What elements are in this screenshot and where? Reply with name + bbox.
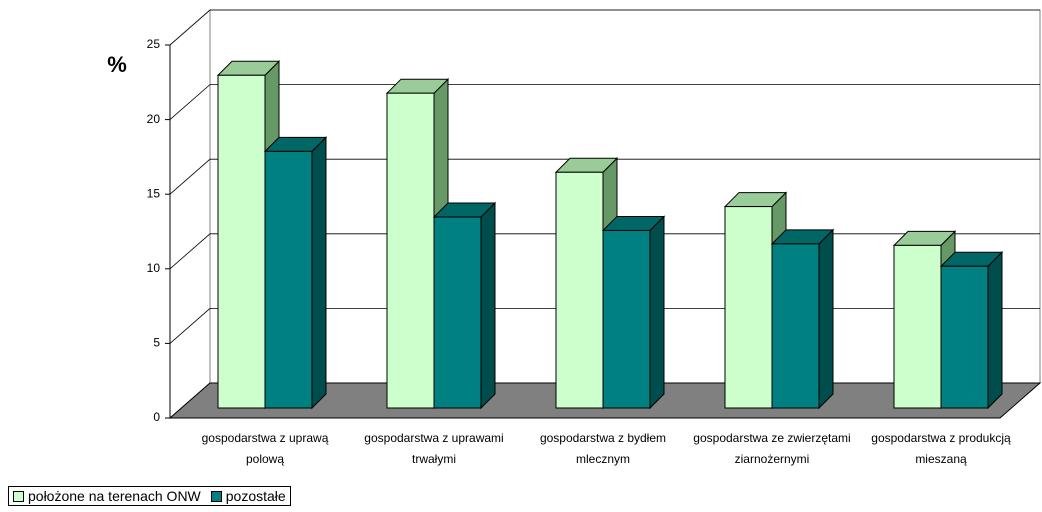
legend-swatch xyxy=(13,490,24,502)
x-tick-label: gospodarstwa ze zwierzętami ziarnożernym… xyxy=(693,431,851,466)
y-tick-label: 5 xyxy=(153,336,160,350)
bar-front xyxy=(386,92,435,409)
bar-front xyxy=(940,265,989,409)
bar-front xyxy=(771,243,820,409)
grid-line xyxy=(169,9,1040,46)
legend-swatch xyxy=(210,490,222,502)
bar xyxy=(939,251,1004,410)
bar-front xyxy=(893,244,942,409)
y-axis-label: % xyxy=(107,52,127,77)
bar-front xyxy=(217,74,266,409)
bar-side xyxy=(649,215,665,410)
side-wall xyxy=(169,8,211,420)
bar xyxy=(263,136,328,410)
legend: położone na terenach ONW pozostałe xyxy=(8,486,291,506)
x-tick-label: gospodarstwa z bydłem mlecznym xyxy=(539,431,667,466)
legend-label: pozostałe xyxy=(225,488,286,504)
x-tick-label: gospodarstwa z produkcją mieszaną xyxy=(871,431,1011,466)
bar xyxy=(770,228,835,410)
x-tick-label: gospodarstwa z uprawami trwałymi xyxy=(364,431,504,466)
y-tick-label: 0 xyxy=(153,410,160,424)
bar xyxy=(601,215,666,410)
y-tick-label: 10 xyxy=(147,261,161,275)
legend-item: pozostałe xyxy=(210,488,286,504)
x-tick-label: gospodarstwa z uprawą polową xyxy=(201,431,329,466)
bar-front xyxy=(433,216,482,409)
bar-side xyxy=(480,201,496,410)
legend-item: położone na terenach ONW xyxy=(13,488,201,504)
grid-line xyxy=(169,84,1040,120)
bar-front xyxy=(264,150,313,409)
legend-label: położone na terenach ONW xyxy=(28,488,201,504)
bar-front xyxy=(602,229,651,409)
grid-line xyxy=(169,158,1040,195)
y-tick-label: 25 xyxy=(147,37,161,51)
bar-side xyxy=(987,251,1003,410)
y-tick-label: 20 xyxy=(147,112,161,126)
bar xyxy=(432,201,497,410)
y-tick-label: 15 xyxy=(147,186,161,200)
bar-side xyxy=(311,136,327,410)
bar-side xyxy=(818,228,834,410)
bar-front xyxy=(724,206,773,409)
bar-front xyxy=(555,171,604,409)
